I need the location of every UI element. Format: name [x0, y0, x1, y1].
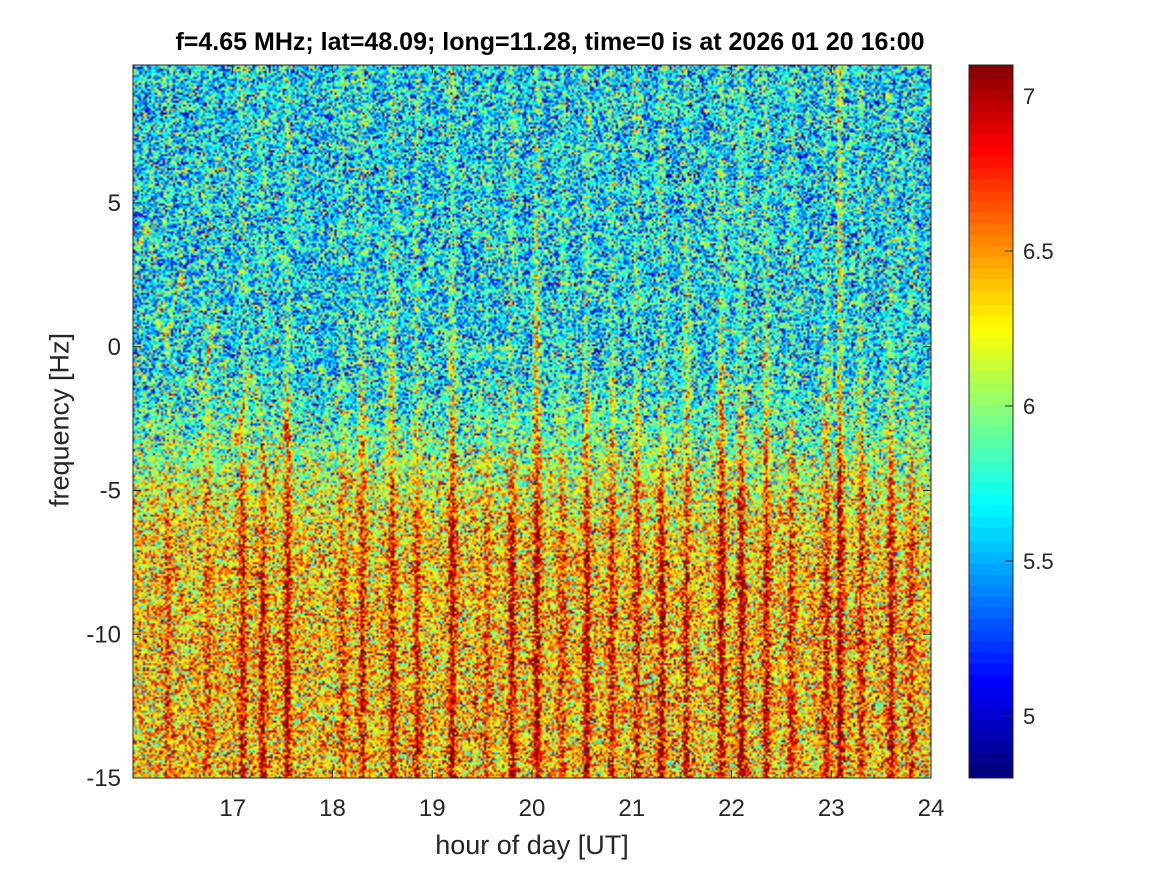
x-tick-label: 23 [818, 795, 845, 822]
x-axis: 17 18 19 20 21 22 23 24 [219, 65, 944, 822]
x-axis-label: hour of day [UT] [435, 830, 629, 860]
colorbar-frame [968, 64, 1014, 779]
x-tick-label: 17 [219, 795, 246, 822]
colorbar-tick-label: 7 [1023, 84, 1035, 109]
colorbar-tick-label: 6 [1023, 394, 1035, 419]
x-tick-label: 18 [319, 795, 346, 822]
colorbar-tick-label: 6.5 [1023, 239, 1054, 264]
x-tick-label: 24 [918, 795, 945, 822]
y-tick-label: 0 [108, 334, 121, 361]
y-tick-label: -10 [86, 621, 121, 648]
y-axis: -15 -10 -5 0 5 [86, 190, 931, 792]
x-tick-label: 21 [618, 795, 645, 822]
y-tick-label: -5 [100, 478, 121, 505]
x-tick-label: 19 [419, 795, 446, 822]
spectrogram-image [133, 65, 931, 778]
x-tick-label: 22 [718, 795, 745, 822]
chart-title: f=4.65 MHz; lat=48.09; long=11.28, time=… [175, 28, 925, 56]
x-tick-label: 20 [519, 795, 546, 822]
colorbar-tick-label: 5.5 [1023, 549, 1054, 574]
colorbar-axis: 5 5.5 6 6.5 7 [1005, 84, 1054, 729]
y-tick-label: 5 [108, 190, 121, 217]
y-tick-label: -15 [86, 765, 121, 792]
colorbar-tick-label: 5 [1023, 704, 1035, 729]
colorbar-image [969, 65, 1013, 778]
